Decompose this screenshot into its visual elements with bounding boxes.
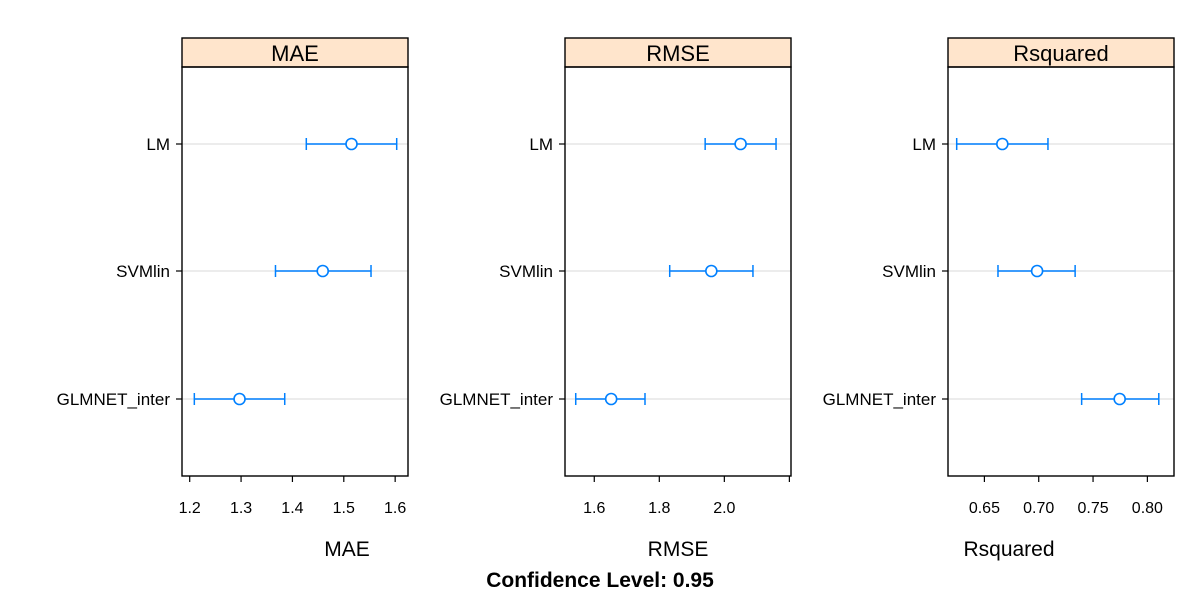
panels-group: MAE LM SVMlin GLMNET_inter 1.2 1.3 1.4 1.5 1.6 MA… <box>57 37 1175 561</box>
strip-background <box>947 37 1175 68</box>
category-label: SVMlin <box>116 262 170 281</box>
footer-confidence-level: Confidence Level: 0.95 <box>486 569 714 592</box>
estimate-point <box>734 137 747 151</box>
estimate-point <box>233 392 246 406</box>
x-tick-label: 0.80 <box>1132 500 1163 517</box>
estimate-point <box>1030 264 1044 278</box>
x-tick-label: 1.4 <box>281 500 303 517</box>
strip-title: RMSE <box>646 41 710 66</box>
x-tick-label: 1.6 <box>384 500 406 517</box>
x-tick-label: 1.3 <box>230 500 252 517</box>
category-label: SVMlin <box>882 262 936 281</box>
category-label: SVMlin <box>499 262 553 281</box>
category-label: GLMNET_inter <box>57 390 171 409</box>
estimate-point <box>996 137 1009 151</box>
x-tick-label: 2.0 <box>713 500 735 517</box>
category-label: LM <box>529 135 553 154</box>
x-tick-label: 1.2 <box>179 500 201 517</box>
x-tick-label: 0.75 <box>1077 500 1108 517</box>
strip-background <box>181 37 409 68</box>
x-tick-label: 1.6 <box>583 500 605 517</box>
category-label: LM <box>912 135 936 154</box>
x-axis-title: MAE <box>324 538 370 561</box>
estimate-point <box>705 264 718 278</box>
category-label: LM <box>146 135 170 154</box>
strip-title: Rsquared <box>1013 41 1108 66</box>
x-tick-label: 0.65 <box>969 500 1000 517</box>
panel-rsquared: Rsquared LM SVMlin GLMNET_inter 0.65 0.70 0.75… <box>823 37 1175 561</box>
estimate-point <box>604 392 618 406</box>
x-tick-label: 0.70 <box>1023 500 1054 517</box>
estimate-point <box>345 137 358 151</box>
category-label: GLMNET_inter <box>440 390 554 409</box>
x-axis-title: RMSE <box>648 538 709 561</box>
estimate-point <box>1113 392 1126 406</box>
panel-rmse: RMSE LM SVMlin GLMNET_inter 1.6 1.8 2.0 RMSE <box>440 37 792 561</box>
strip-background <box>564 37 792 68</box>
x-axis-title: Rsquared <box>963 538 1054 561</box>
panel-mae: MAE LM SVMlin GLMNET_inter 1.2 1.3 1.4 1.5 1.6 MA… <box>57 37 409 561</box>
category-label: GLMNET_inter <box>823 390 937 409</box>
x-tick-label: 1.8 <box>648 500 670 517</box>
strip-title: MAE <box>271 41 319 66</box>
estimate-point <box>316 264 330 278</box>
x-tick-label: 1.5 <box>333 500 355 517</box>
